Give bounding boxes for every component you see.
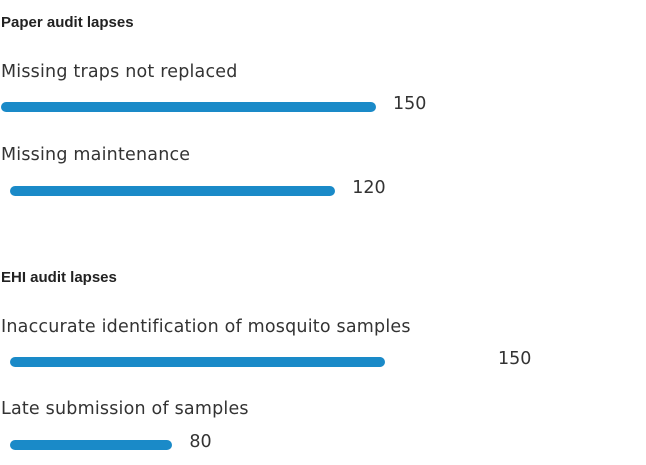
bar-value-inaccurate-identification: 150 [498, 349, 532, 369]
bar-label-missing-maintenance: Missing maintenance [1, 145, 191, 165]
bar-value-missing-maintenance: 120 [352, 178, 386, 198]
bar-late-submission [10, 440, 173, 450]
bar-label-missing-traps: Missing traps not replaced [1, 62, 238, 82]
bar-value-late-submission: 80 [189, 432, 212, 452]
bar-missing-traps [1, 102, 376, 112]
bar-value-missing-traps: 150 [393, 94, 427, 114]
bar-label-late-submission: Late submission of samples [1, 399, 249, 419]
bar-missing-maintenance [10, 186, 336, 196]
bar-inaccurate-identification [10, 357, 385, 367]
group-title-ehi-audit: EHI audit lapses [1, 269, 117, 286]
group-title-paper-audit: Paper audit lapses [1, 14, 134, 31]
bar-label-inaccurate-identification: Inaccurate identification of mosquito sa… [1, 317, 411, 337]
